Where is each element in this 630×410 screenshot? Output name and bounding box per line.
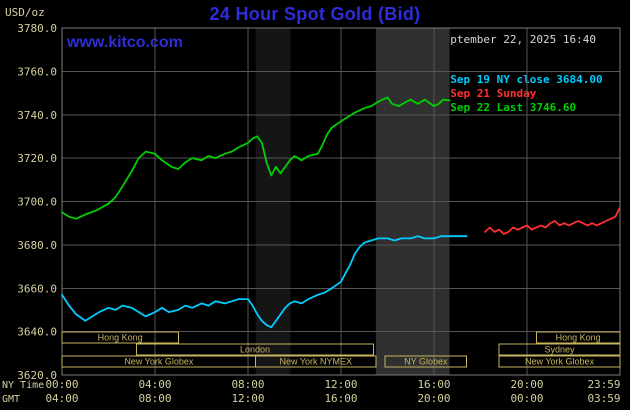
y-tick-label: 3660.0	[17, 282, 57, 295]
y-tick-label: 3720.0	[17, 152, 57, 165]
x-tick-label-gmt: 12:00	[231, 392, 264, 405]
x-axis-gmt-label: GMT	[2, 394, 20, 405]
x-tick-label-ny: 08:00	[231, 378, 264, 391]
session-box	[384, 355, 468, 368]
series-line-sep21	[484, 207, 621, 235]
x-tick-label-ny: 12:00	[324, 378, 357, 391]
x-tick-label-gmt: 00:00	[510, 392, 543, 405]
session-label: Hong Kong	[556, 333, 601, 343]
plot-border	[61, 27, 621, 376]
session-box	[135, 343, 375, 356]
chart-info-block: September 22, 2025 16:40 - Sep 19 NY clo…	[437, 7, 603, 140]
kitco-url-link[interactable]: www.kitco.com	[67, 34, 183, 51]
session-box	[61, 331, 179, 344]
session-label: New York NYMEX	[280, 357, 353, 367]
x-tick-label-gmt: 16:00	[324, 392, 357, 405]
session-label: Sydney	[545, 345, 576, 355]
y-tick-label: 3740.0	[17, 109, 57, 122]
x-tick-label-ny: 20:00	[510, 378, 543, 391]
x-tick-label-ny: 16:00	[417, 378, 450, 391]
x-tick-label-ny: 23:59	[587, 378, 620, 391]
series-line-sep22	[61, 96, 451, 220]
x-tick-label-ny: 04:00	[138, 378, 171, 391]
x-tick-label-gmt: 08:00	[138, 392, 171, 405]
session-label: New York Globex	[525, 357, 595, 367]
session-label: London	[240, 345, 270, 355]
chart-date: September 22, 2025 16:40	[437, 33, 596, 46]
y-tick-label: 3680.0	[17, 239, 57, 252]
legend: - Sep 19 NY close 3684.00- Sep 21 Sunday…	[437, 73, 603, 114]
x-tick-label-gmt: 03:59	[587, 392, 620, 405]
x-axis-ny-label: NY Time	[2, 380, 44, 391]
y-tick-label: 3700.0	[17, 196, 57, 209]
y-tick-label: 3780.0	[17, 22, 57, 35]
series-line-sep19	[61, 235, 468, 329]
chart-title: 24 Hour Spot Gold (Bid)	[209, 4, 421, 24]
x-tick-label-ny: 00:00	[45, 378, 78, 391]
session-label: New York Globex	[124, 357, 194, 367]
y-axis-unit-label: USD/oz	[5, 6, 45, 19]
session-box	[498, 343, 621, 356]
session-box	[498, 355, 621, 368]
session-label: NY Globex	[404, 357, 448, 367]
session-box	[535, 331, 621, 344]
y-tick-label: 3620.0	[17, 369, 57, 382]
y-tick-label: 3640.0	[17, 326, 57, 339]
session-label: Hong Kong	[98, 333, 143, 343]
x-tick-label-gmt: 20:00	[417, 392, 450, 405]
session-box	[255, 355, 377, 368]
x-tick-label-gmt: 04:00	[45, 392, 78, 405]
y-tick-label: 3760.0	[17, 65, 57, 78]
